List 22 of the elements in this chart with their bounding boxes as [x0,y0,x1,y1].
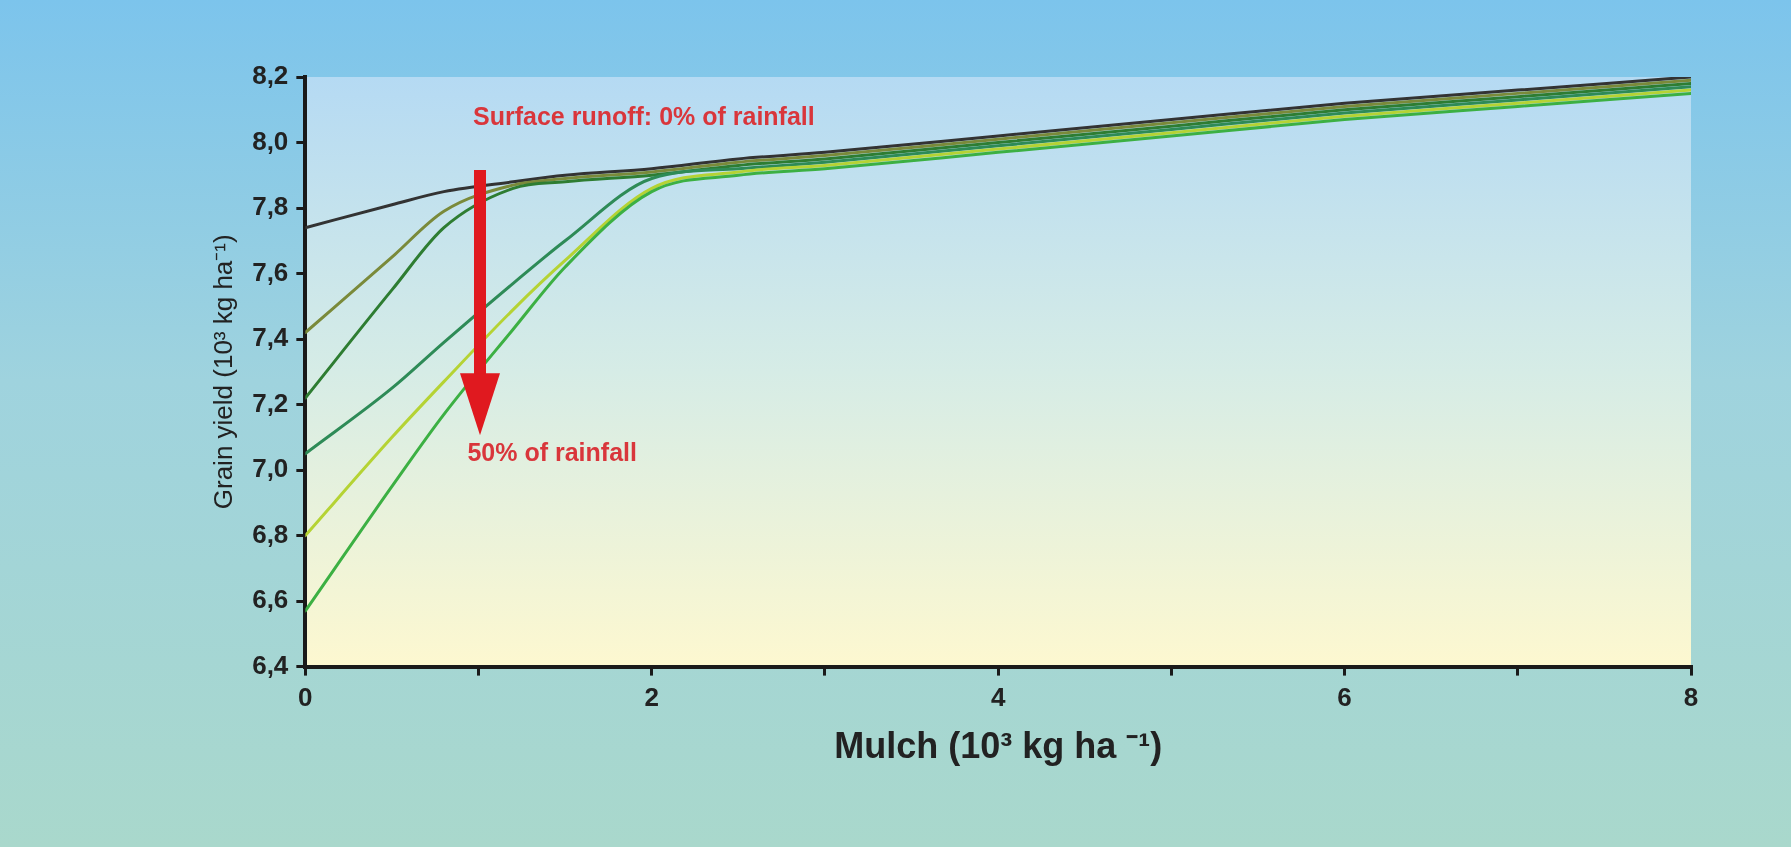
x-tick-label: 6 [1337,682,1352,713]
y-tick-label: 8,0 [252,125,289,156]
y-tick-label: 6,6 [252,584,289,615]
x-tick-label: 0 [298,682,313,713]
x-tick-label: 2 [644,682,659,713]
annotation: 50% of rainfall [467,438,637,467]
y-tick-label: 6,4 [252,649,289,680]
line-series [305,82,1691,400]
y-tick-label: 7,4 [252,322,289,353]
y-tick-label: 7,6 [252,256,289,287]
y-tick-label: 6,8 [252,518,289,549]
y-tick-label: 7,8 [252,191,289,222]
line-series [305,77,1691,230]
y-tick-label: 7,2 [252,387,289,418]
x-axis-title: Mulch (10³ kg ha ⁻¹) [834,725,1163,767]
y-axis-title: Grain yield (10³ kg ha⁻¹) [207,234,238,510]
line-series [305,78,1691,334]
x-tick-label: 4 [990,682,1006,713]
x-tick-label: 8 [1683,682,1699,713]
y-tick-label: 8,2 [252,60,289,91]
annotation: Surface runoff: 0% of rainfall [473,102,815,131]
y-tick-label: 7,0 [252,453,289,484]
